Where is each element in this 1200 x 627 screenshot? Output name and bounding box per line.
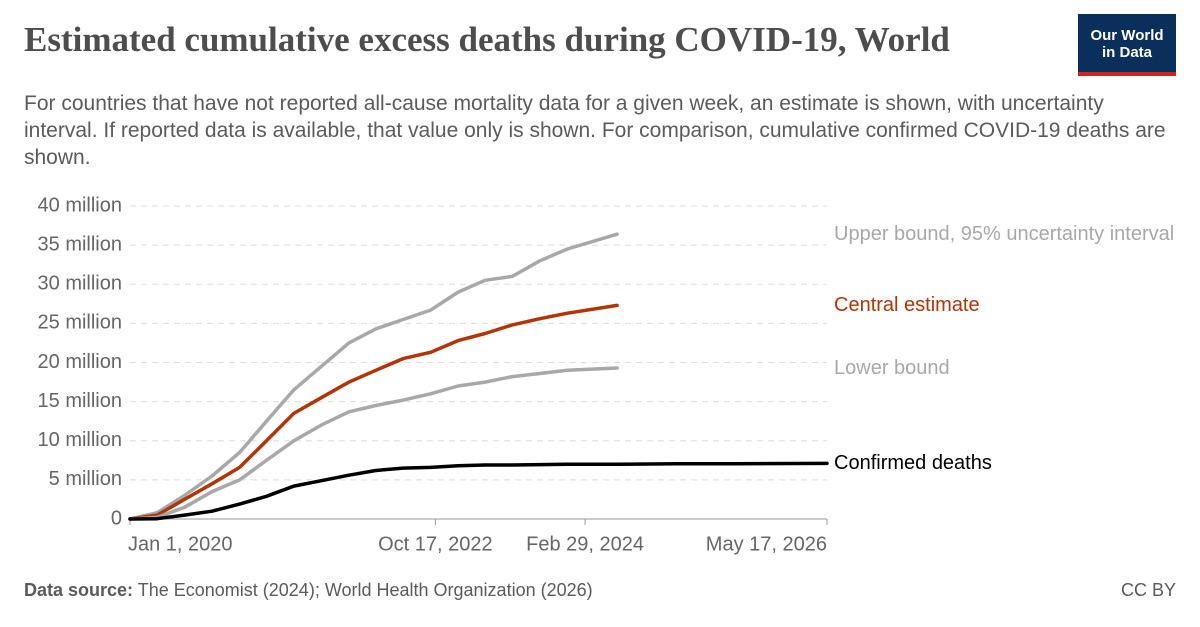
series-line xyxy=(128,461,829,521)
y-tick-label: 20 million xyxy=(38,351,122,373)
series-label: Confirmed deaths xyxy=(834,452,992,475)
source-text: The Economist (2024); World Health Organ… xyxy=(137,580,593,600)
chart-subtitle: For countries that have not reported all… xyxy=(24,92,1166,169)
x-tick-label: May 17, 2026 xyxy=(706,533,827,555)
x-tick-label: Oct 17, 2022 xyxy=(378,533,493,555)
series-label: Upper bound, 95% uncertainty interval xyxy=(834,223,1175,246)
y-tick-label: 35 million xyxy=(38,233,122,255)
x-tick-label: Feb 29, 2024 xyxy=(526,533,644,555)
chart-title: Estimated cumulative excess deaths durin… xyxy=(24,20,950,59)
series-line xyxy=(128,232,619,521)
series-label: Central estimate xyxy=(834,294,980,317)
logo[interactable]: Our World in Data xyxy=(1078,14,1176,76)
y-tick-label: 10 million xyxy=(38,429,122,451)
license[interactable]: CC BY xyxy=(1120,580,1176,600)
y-tick-label: 0 xyxy=(111,507,122,529)
source-note: Data source: The Economist (2024); World… xyxy=(24,580,593,601)
source-label: Data source: xyxy=(24,580,134,600)
x-tick-label: Jan 1, 2020 xyxy=(128,533,233,555)
y-tick-label: 40 million xyxy=(38,194,122,216)
y-tick-label: 25 million xyxy=(38,312,122,334)
series-label: Lower bound xyxy=(834,356,950,379)
series-line xyxy=(128,366,619,521)
y-tick-label: 15 million xyxy=(38,390,122,412)
y-tick-label: 30 million xyxy=(38,273,122,295)
y-tick-label: 5 million xyxy=(49,468,122,490)
series-line xyxy=(128,303,619,521)
